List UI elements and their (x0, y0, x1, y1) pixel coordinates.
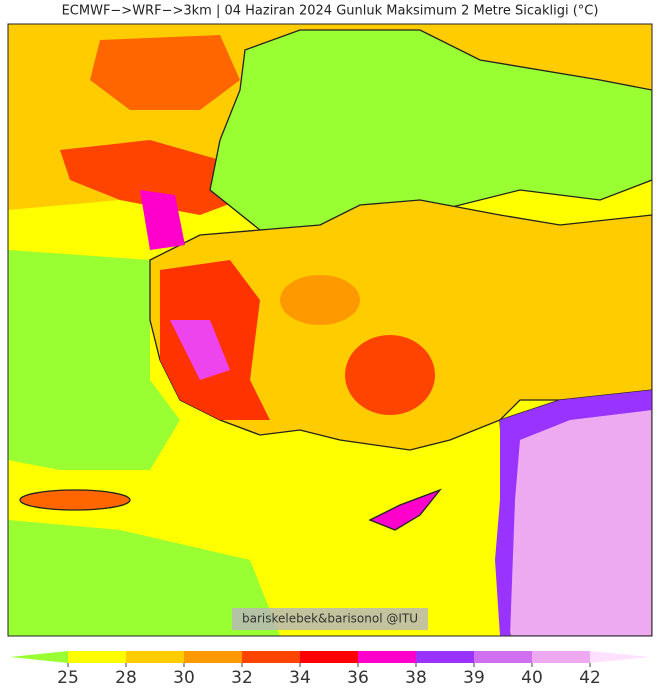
colorbar-label: 40 (521, 668, 543, 688)
colorbar-label: 38 (405, 668, 427, 688)
colorbar-label: 28 (115, 668, 137, 688)
map: bariskelebek&barisonol @ITU (7, 23, 653, 637)
anatolia (149, 199, 652, 451)
colorbar-low (10, 651, 68, 663)
colorbar-label: 39 (463, 668, 485, 688)
aegean-sea (8, 250, 180, 470)
colorbar-segment (126, 651, 184, 663)
central-warm (280, 275, 360, 325)
colorbar-segment (242, 651, 300, 663)
colorbar-segment (532, 651, 590, 663)
colorbar-segment (184, 651, 242, 663)
title: ECMWF−>WRF−>3km | 04 Haziran 2024 Gunluk… (62, 4, 599, 19)
colorbar-label: 30 (173, 668, 195, 688)
colorbar-segment (68, 651, 126, 663)
central-heat (345, 335, 435, 415)
colorbar-label: 34 (289, 668, 311, 688)
colorbar-high (590, 651, 650, 663)
colorbar-label: 36 (347, 668, 369, 688)
watermark-box (232, 608, 428, 630)
hot-area (90, 35, 240, 110)
crete (19, 489, 131, 511)
map-frame (7, 23, 653, 637)
cyprus (368, 488, 442, 531)
colorbar-label: 25 (57, 668, 79, 688)
colorbar: 25 28 30 32 34 36 38 39 40 42 (10, 651, 650, 688)
colorbar-segment (416, 651, 474, 663)
syria-edge (495, 390, 652, 636)
colorbar-segment (474, 651, 532, 663)
colorbar-segment (358, 651, 416, 663)
marmara-heat (140, 190, 185, 250)
west-anatolia-peak (170, 320, 230, 380)
watermark: bariskelebek&barisonol @ITU (242, 612, 418, 626)
colorbar-label: 32 (231, 668, 253, 688)
black-sea (209, 29, 652, 231)
hot-band (60, 140, 240, 215)
mediterranean-west (8, 520, 280, 636)
colorbar-label: 42 (579, 668, 601, 688)
colorbar-segment (300, 651, 358, 663)
